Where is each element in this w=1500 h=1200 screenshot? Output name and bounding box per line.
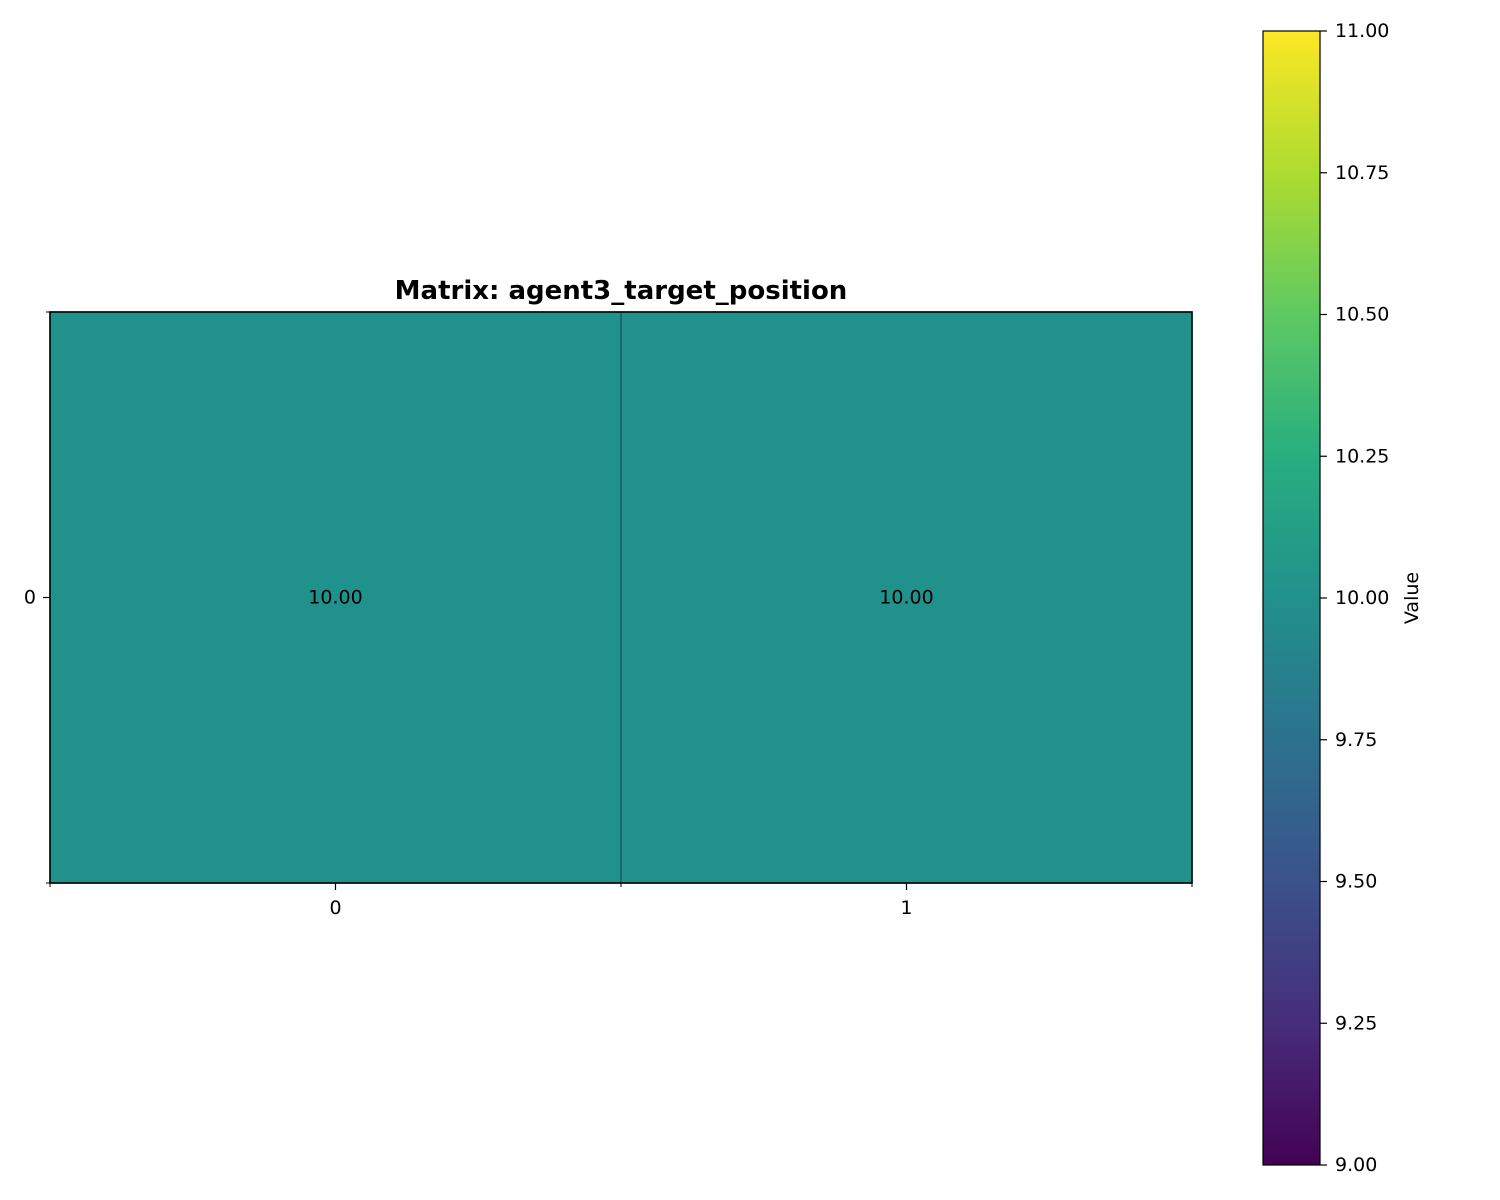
colorbar-axis: 9.00 9.25 9.50 9.75 10.00 10.25 10.50 10.75 11.0…: [1320, 20, 1389, 1176]
cell-value-label: 10.00: [879, 587, 933, 609]
cell-value-label: 10.00: [308, 587, 362, 609]
heatmap-cell: [620, 311, 1193, 884]
colorbar-tick-label: 9.75: [1335, 729, 1377, 751]
colorbar-tick-label: 11.00: [1335, 20, 1389, 42]
colorbar: [1262, 30, 1321, 1166]
x-tick-label: 0: [329, 897, 341, 919]
heatmap-cell-labels: 10.00 10.00: [308, 587, 933, 609]
colorbar-tick-label: 10.50: [1335, 304, 1389, 326]
heatmap-cells: [49, 311, 1193, 884]
y-tick-label: 0: [24, 587, 36, 609]
colorbar-tick-label: 9.25: [1335, 1012, 1377, 1034]
colorbar-tick-label: 10.25: [1335, 445, 1389, 467]
colorbar-tick-label: 10.75: [1335, 162, 1389, 184]
colorbar-tick-label: 9.50: [1335, 871, 1377, 893]
chart-title: Matrix: agent3_target_position: [395, 276, 848, 306]
y-axis: 0: [24, 311, 50, 884]
colorbar-tick-label: 9.00: [1335, 1154, 1377, 1176]
colorbar-tick-label: 10.00: [1335, 587, 1389, 609]
x-tick-label: 1: [900, 897, 912, 919]
heatmap-cell: [49, 311, 622, 884]
plot-frame: [49, 311, 1193, 884]
colorbar-label: Value: [1401, 572, 1423, 624]
